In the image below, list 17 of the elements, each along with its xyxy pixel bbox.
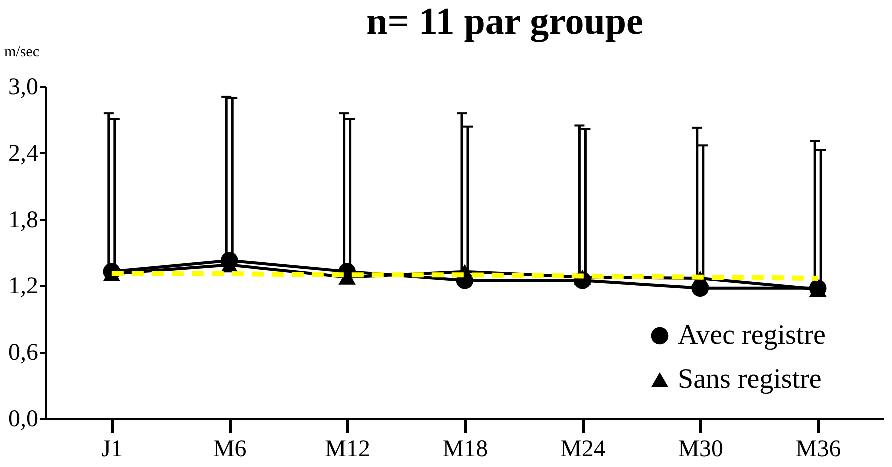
x-tick-label: M12	[325, 436, 370, 462]
chart-title: n= 11 par groupe	[366, 1, 644, 43]
x-tick-label: M36	[796, 436, 842, 462]
x-tick-label: M18	[442, 436, 488, 462]
x-tick-label: M24	[560, 436, 606, 462]
y-tick-label: 1,8	[8, 207, 38, 234]
y-axis-title: m/sec	[4, 44, 40, 60]
y-tick-label: 1,2	[8, 274, 38, 300]
y-tick-label: 2,4	[8, 140, 38, 167]
y-tick-label: 0,0	[8, 406, 38, 432]
x-tick-label: M30	[678, 436, 724, 462]
legend-label: Avec registre	[678, 320, 826, 351]
x-tick-label: J1	[102, 436, 124, 462]
y-tick-label: 3,0	[8, 74, 38, 100]
x-tick-label: M6	[213, 436, 247, 462]
y-tick-label: 0,6	[8, 340, 38, 366]
legend-label: Sans registre	[678, 364, 822, 395]
